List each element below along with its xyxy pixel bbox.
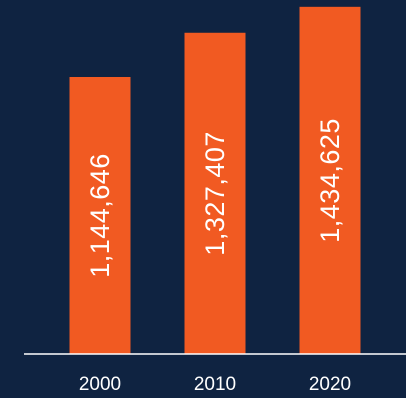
x-tick-label-2000: 2000 [79,374,121,395]
bar-2020 [299,6,361,355]
bars-group: 1,144,646 1,327,407 1,434,625 [69,6,361,355]
bar-2000 [69,76,131,354]
bar-value-label-2010: 1,327,407 [200,131,230,256]
x-tick-label-2020: 2020 [309,374,351,395]
bar-value-label-2020: 1,434,625 [315,118,345,243]
x-tick-label-2010: 2010 [194,374,236,395]
bar-2010 [184,32,246,354]
bar-value-label-2000: 1,144,646 [85,153,115,278]
x-tick-labels: 2000 2010 2020 [79,374,351,395]
